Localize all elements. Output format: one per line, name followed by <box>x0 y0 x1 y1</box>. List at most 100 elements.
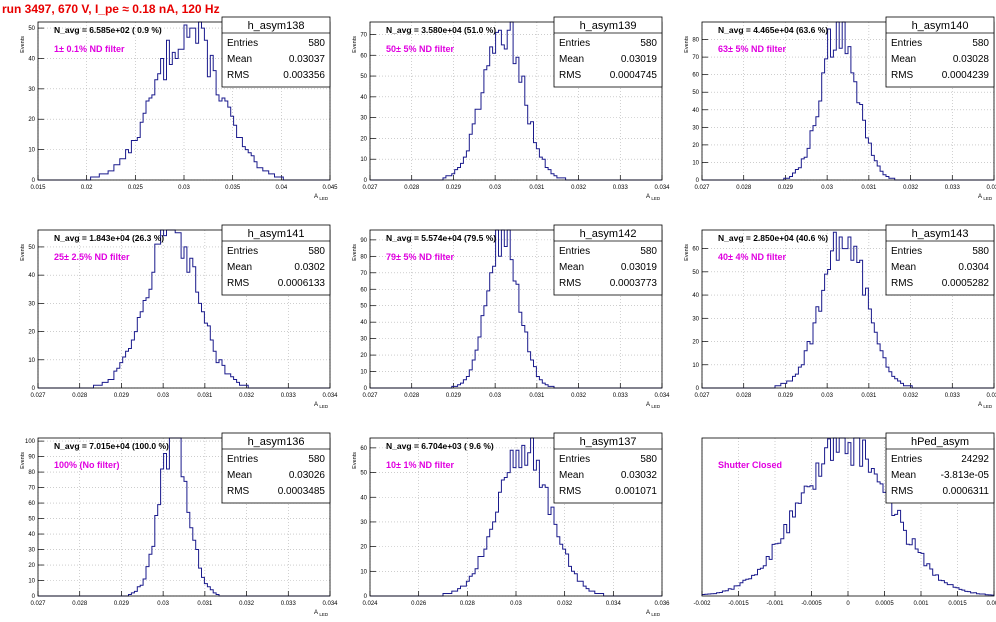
plot-frame <box>701 21 995 181</box>
stats-label: Entries <box>227 454 258 465</box>
x-tick-label: -0.001 <box>766 601 784 607</box>
y-tick-label: 80 <box>28 470 35 476</box>
x-tick-label: 0.03 <box>821 393 833 399</box>
y-tick-label: 0 <box>32 594 36 600</box>
stats-value: 580 <box>308 38 325 49</box>
y-tick-label: 0 <box>364 386 368 392</box>
y-tick-label: 80 <box>692 38 699 44</box>
y-tick-label: 20 <box>360 353 367 359</box>
y-tick-label: 80 <box>360 254 367 260</box>
histogram-name: hPed_asym <box>911 436 969 448</box>
stats-box <box>885 432 995 504</box>
stats-value: 0.0006133 <box>278 278 326 289</box>
stats-label: Entries <box>891 246 922 257</box>
y-tick-label: 40 <box>692 108 699 114</box>
x-tick-label: 0.032 <box>903 185 919 191</box>
y-tick-label: 30 <box>360 116 367 122</box>
stats-label: RMS <box>227 278 250 289</box>
x-tick-label: 0.027 <box>362 185 378 191</box>
stats-label: Mean <box>891 470 916 481</box>
panel-h_asym137: 0.024 0.026 0.028 0.03 0.032 0.034 0.036 0 10 20 3… <box>352 432 670 617</box>
y-tick-label: 60 <box>28 501 35 507</box>
x-tick-label: 0.03 <box>489 185 501 191</box>
y-tick-label: 60 <box>692 73 699 79</box>
y-tick-label: 10 <box>360 157 367 163</box>
stats-label: Mean <box>227 262 252 273</box>
stats-value: 580 <box>308 246 325 257</box>
x-tick-label: 0.0005 <box>875 601 894 607</box>
plot-frame <box>701 229 995 389</box>
plot-frame <box>701 437 995 597</box>
stats-label: RMS <box>891 486 914 497</box>
stats-value: 0.0302 <box>294 262 325 273</box>
x-tick-label: 0.032 <box>557 601 573 607</box>
x-tick-label: 0.028 <box>72 601 88 607</box>
y-tick-label: 50 <box>28 26 35 32</box>
panel-h_asym138: 0.015 0.02 0.025 0.03 0.035 0.04 0.045 0 10 20 30 4… <box>20 16 338 201</box>
stats-value: 0.03032 <box>621 470 658 481</box>
x-tick-label: -0.002 <box>693 601 711 607</box>
y-tick-label: 60 <box>360 287 367 293</box>
x-tick-label: 0.029 <box>114 601 130 607</box>
x-tick-label: 0.028 <box>736 185 752 191</box>
stats-box <box>221 16 331 88</box>
x-tick-label: 0.027 <box>30 601 46 607</box>
x-tick-label: 0.04 <box>275 185 287 191</box>
stats-label: Entries <box>891 454 922 465</box>
x-tick-label: 0.032 <box>239 601 255 607</box>
x-tick-label: 0.027 <box>694 393 710 399</box>
x-tick-label: 0.033 <box>613 393 629 399</box>
y-tick-label: 40 <box>28 532 35 538</box>
x-tick-label: 0.03 <box>821 185 833 191</box>
stats-value: 0.0004745 <box>610 70 658 81</box>
y-tick-label: 30 <box>692 125 699 131</box>
x-tick-label: 0.031 <box>861 393 877 399</box>
x-tick-label: 0.033 <box>945 185 961 191</box>
y-tick-label: 50 <box>28 517 35 523</box>
stats-value: 0.001071 <box>615 486 657 497</box>
stats-value: 0.03019 <box>621 262 658 273</box>
plot-frame <box>369 21 663 181</box>
stats-value: 0.0003485 <box>278 486 326 497</box>
histogram-name: h_asym140 <box>912 20 969 32</box>
y-tick-label: 90 <box>360 238 367 244</box>
y-axis-label: Events <box>352 36 358 53</box>
histogram-series <box>701 437 995 596</box>
stats-label: RMS <box>559 70 582 81</box>
x-tick-label: 0.029 <box>114 393 130 399</box>
x-tick-label: 0.031 <box>197 393 213 399</box>
avg-label: N_avg = 3.580e+04 (51.0 %) <box>386 25 496 35</box>
x-tick-label: 0 <box>846 601 850 607</box>
y-tick-label: 50 <box>692 90 699 96</box>
plot-frame <box>37 21 331 181</box>
x-tick-label: 0.033 <box>945 393 961 399</box>
x-tick-label: 0.027 <box>694 185 710 191</box>
x-tick-label: 0.034 <box>654 185 670 191</box>
x-tick-label: 0.035 <box>225 185 241 191</box>
y-tick-label: 30 <box>692 316 699 322</box>
y-tick-label: 70 <box>360 32 367 38</box>
x-axis-label: A LED <box>314 402 329 409</box>
stats-label: Entries <box>227 246 258 257</box>
y-axis-label: Events <box>352 244 358 261</box>
stats-label: Mean <box>227 470 252 481</box>
stats-label: RMS <box>559 486 582 497</box>
x-axis-label: A LED <box>978 402 993 409</box>
x-tick-label: 0.034 <box>322 393 338 399</box>
panel-hPed_asym: -0.002 -0.0015 -0.001 -0.0005 0 0.0005 0.001 0.… <box>693 432 996 607</box>
y-tick-label: 30 <box>360 520 367 526</box>
y-tick-label: 20 <box>692 340 699 346</box>
stats-label: Mean <box>559 54 584 65</box>
x-tick-label: 0.034 <box>606 601 622 607</box>
filter-annotation: 50± 5% ND filter <box>386 44 454 54</box>
y-tick-label: 30 <box>28 548 35 554</box>
stats-value: 0.003356 <box>283 70 325 81</box>
y-tick-label: 10 <box>692 160 699 166</box>
filter-annotation: 63± 5% ND filter <box>718 44 786 54</box>
x-tick-label: 0.033 <box>281 393 297 399</box>
avg-label: N_avg = 6.585e+02 ( 0.9 %) <box>54 25 162 35</box>
y-tick-label: 0 <box>696 178 700 184</box>
stats-box <box>885 16 995 88</box>
y-tick-label: 40 <box>692 293 699 299</box>
x-tick-label: 0.034 <box>322 601 338 607</box>
